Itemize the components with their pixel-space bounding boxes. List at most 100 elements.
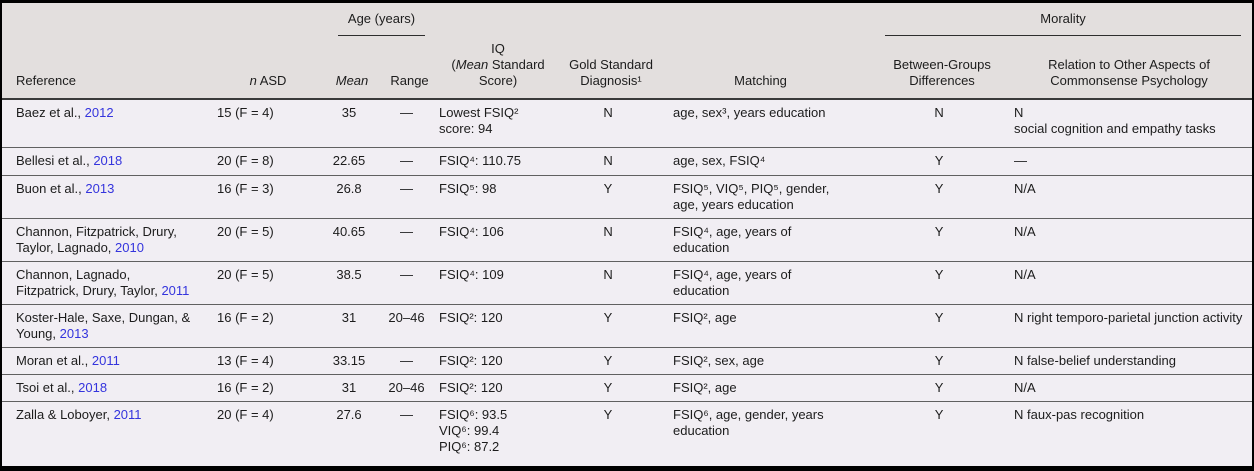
cell-iq: FSIQ⁵: 98: [439, 175, 558, 219]
reference-year-link[interactable]: 2013: [59, 325, 89, 341]
cell-range: 20–46: [380, 304, 440, 348]
table-row: Bellesi et al., 2018 20 (F = 8) 22.65 — …: [2, 147, 1252, 176]
cell-between-groups: Y: [882, 304, 1003, 348]
cell-iq: FSIQ⁶: 93.5 VIQ⁶: 99.4 PIQ⁶: 87.2: [439, 406, 508, 454]
cell-iq: FSIQ²: 120: [439, 374, 558, 402]
col-header-reference-label: Reference: [16, 73, 76, 88]
cell-reference: Baez et al., 2012: [2, 99, 212, 148]
reference-authors: Moran et al.,: [16, 352, 92, 368]
morality-spanner-label: Morality: [885, 11, 1242, 36]
reference-authors: Koster-Hale, Saxe, Dungan, & Young,: [16, 309, 191, 341]
cell-gold-standard: Y: [557, 304, 666, 348]
col-header-iq-line3: Score): [478, 73, 518, 88]
cell-between-groups: Y: [882, 374, 1003, 402]
cell-between-groups: Y: [882, 261, 1003, 305]
col-header-mean-label: Mean: [335, 73, 369, 88]
cell-range: 20–46: [380, 374, 440, 402]
table-row: Moran et al., 2011 13 (F = 4) 33.15 — FS…: [2, 347, 1252, 375]
col-header-iq: IQ (Mean Standard Score): [439, 41, 558, 100]
col-header-iq-paren: (: [451, 57, 456, 72]
reference-year-link[interactable]: 2018: [78, 379, 108, 395]
col-header-between-line1: Between-Groups: [893, 57, 991, 72]
cell-n-asd: 15 (F = 4): [212, 99, 324, 148]
reference-year-link[interactable]: 2013: [85, 180, 115, 196]
reference-authors: Zalla & Loboyer,: [16, 406, 114, 422]
col-header-relation-line1: Relation to Other Aspects of: [1048, 57, 1210, 72]
cell-mean: 40.65: [324, 218, 380, 262]
col-header-gold-standard: Gold Standard Diagnosis¹: [557, 41, 666, 100]
cell-relation: N faux-pas recognition: [1014, 406, 1145, 422]
col-header-iq-mean-italic: Mean: [455, 57, 489, 72]
cell-mean: 31: [324, 304, 380, 348]
cell-between-groups: N: [882, 99, 1003, 148]
cell-reference: Bellesi et al., 2018: [2, 147, 212, 176]
cell-range: —: [380, 99, 440, 148]
cell-matching: FSIQ², sex, age: [665, 347, 883, 375]
cell-mean: 26.8: [324, 175, 380, 219]
reference-year-link[interactable]: 2018: [93, 152, 123, 168]
cell-relation: N social cognition and empathy tasks: [1002, 99, 1252, 148]
table-row: Channon, Fitzpatrick, Drury, Taylor, Lag…: [2, 218, 1252, 262]
reference-year-link[interactable]: 2011: [113, 406, 142, 422]
col-header-gold-line2: Diagnosis¹: [580, 73, 642, 88]
cell-mean: 31: [324, 374, 380, 402]
spanner-row: Age (years) Morality: [2, 3, 1252, 41]
reference-authors: Bellesi et al.,: [16, 152, 94, 168]
col-header-relation-line2: Commonsense Psychology: [1050, 73, 1208, 88]
cell-n-asd: 13 (F = 4): [212, 347, 324, 375]
column-header-row: Reference n ASD Mean Range IQ (Mean Stand…: [2, 41, 1252, 100]
col-header-between-groups: Between-Groups Differences: [882, 41, 1003, 100]
col-header-iq-standard: Standard: [488, 57, 545, 72]
cell-iq: FSIQ²: 120: [439, 304, 558, 348]
col-header-gold-line1: Gold Standard: [569, 57, 653, 72]
cell-iq: FSIQ⁴: 109: [439, 261, 558, 305]
cell-reference: Channon, Lagnado, Fitzpatrick, Drury, Ta…: [2, 261, 212, 305]
cell-reference: Zalla & Loboyer, 2011: [2, 401, 212, 457]
cell-n-asd: 20 (F = 8): [212, 147, 324, 176]
reference-year-link[interactable]: 2011: [91, 352, 120, 368]
cell-mean: 35: [324, 99, 380, 148]
cell-gold-standard: N: [557, 218, 666, 262]
cell-between-groups: Y: [934, 406, 944, 422]
col-header-matching: Matching: [665, 41, 883, 100]
cell-relation: N/A: [1002, 261, 1252, 305]
cell-relation: —: [1002, 147, 1252, 176]
reference-authors: Channon, Lagnado, Fitzpatrick, Drury, Ta…: [16, 266, 162, 298]
cell-iq: Lowest FSIQ² score: 94: [439, 99, 558, 148]
cell-relation: N/A: [1002, 218, 1252, 262]
cell-range: —: [380, 175, 440, 219]
cell-matching: age, sex, FSIQ⁴: [665, 147, 883, 176]
cell-matching: FSIQ⁴, age, years of education: [665, 218, 883, 262]
cell-gold-standard: Y: [557, 175, 666, 219]
cell-mean: 27.6: [336, 406, 362, 422]
cell-gold-standard: N: [557, 99, 666, 148]
cell-iq: FSIQ²: 120: [439, 347, 558, 375]
table-row: Channon, Lagnado, Fitzpatrick, Drury, Ta…: [2, 261, 1252, 305]
table-header: Age (years) Morality Reference n ASD Mea…: [2, 3, 1252, 100]
asd-morality-studies-table: Age (years) Morality Reference n ASD Mea…: [2, 3, 1252, 457]
reference-authors: Tsoi et al.,: [16, 379, 79, 395]
cell-reference: Buon et al., 2013: [2, 175, 212, 219]
cell-matching: FSIQ⁶, age, gender, years education: [673, 406, 824, 438]
cell-between-groups: Y: [882, 147, 1003, 176]
cell-gold-standard: N: [557, 147, 666, 176]
spanner-empty-mid: [439, 3, 883, 41]
cell-matching: age, sex³, years education: [665, 99, 883, 148]
cell-matching: FSIQ², age: [665, 304, 883, 348]
cell-mean: 33.15: [324, 347, 380, 375]
col-header-iq-line1: IQ: [491, 41, 505, 56]
cell-matching: FSIQ⁴, age, years of education: [665, 261, 883, 305]
reference-year-link[interactable]: 2010: [115, 239, 144, 255]
cell-matching: FSIQ², age: [665, 374, 883, 402]
col-header-range-label: Range: [390, 73, 429, 88]
cell-mean: 38.5: [324, 261, 380, 305]
cell-n-asd: 20 (F = 5): [212, 218, 324, 262]
cell-gold-standard: Y: [557, 347, 666, 375]
cell-reference: Tsoi et al., 2018: [2, 374, 212, 402]
reference-year-link[interactable]: 2011: [161, 282, 190, 298]
reference-year-link[interactable]: 2012: [84, 105, 114, 120]
reference-authors: Baez et al.,: [16, 105, 85, 120]
cell-range: —: [380, 147, 440, 176]
cell-gold-standard: N: [557, 261, 666, 305]
